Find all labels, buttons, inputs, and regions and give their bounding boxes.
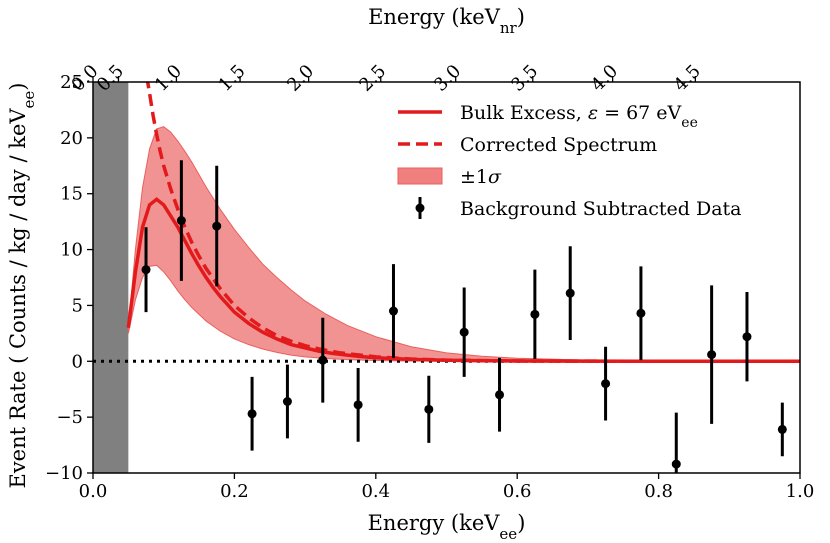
data-point-marker — [141, 265, 151, 275]
top-x-tick-label: 2.5 — [355, 61, 390, 96]
data-point — [636, 266, 646, 361]
y-tick-label: 15 — [60, 184, 83, 205]
plot-area — [93, 82, 800, 473]
data-point-marker — [601, 379, 611, 389]
data-point — [424, 375, 434, 443]
data-point-marker — [212, 221, 222, 231]
data-point — [388, 264, 398, 358]
top-x-tick-label: 1.5 — [214, 61, 249, 96]
data-point-marker — [495, 390, 505, 400]
legend-swatch-marker — [415, 203, 425, 213]
y-tick-label: 0 — [72, 351, 83, 372]
data-point-marker — [176, 216, 186, 226]
y-tick-label: 5 — [72, 295, 83, 316]
y-tick-label: 25 — [60, 72, 83, 93]
y-axis-title: Event Rate ( Counts / kg / day / keVee) — [6, 82, 38, 488]
data-point — [282, 364, 292, 439]
axis-labels: Energy (keVee) Energy (keVnr) Event Rate (… — [6, 5, 525, 543]
data-point-marker — [777, 424, 787, 434]
data-point-marker — [424, 404, 434, 414]
data-point-marker — [707, 350, 717, 360]
top-x-tick-label: 3.5 — [507, 61, 542, 96]
data-point — [777, 402, 787, 457]
legend-entry: Corrected Spectrum — [398, 134, 657, 156]
legend-label: ±1σ — [460, 166, 502, 188]
data-point-marker — [459, 327, 469, 337]
top-x-tick-label: 4.0 — [587, 61, 622, 96]
x-tick-label: 1.0 — [786, 481, 815, 502]
legend: Bulk Excess, ε = 67 eVee Corrected Spectr… — [397, 102, 742, 220]
legend-entry: Background Subtracted Data — [415, 197, 742, 220]
data-point — [707, 285, 717, 424]
data-point — [530, 269, 540, 360]
x-tick-label: 0.8 — [644, 481, 673, 502]
data-point-marker — [742, 332, 752, 342]
data-point-marker — [636, 308, 646, 318]
data-point-marker — [353, 400, 363, 410]
legend-entry: ±1σ — [397, 166, 502, 188]
data-point — [247, 376, 257, 451]
data-point — [459, 287, 469, 377]
y-tick-label: 20 — [60, 128, 83, 149]
legend-swatch-band — [397, 167, 443, 185]
data-point-marker — [282, 397, 292, 407]
top-x-tick-label: 2.0 — [283, 61, 318, 96]
plot-frame — [92, 81, 801, 474]
data-point — [671, 412, 681, 473]
data-point — [742, 292, 752, 382]
top-x-axis-title: Energy (keVnr) — [368, 5, 525, 37]
x-tick-label: 0.0 — [79, 481, 108, 502]
legend-entry: Bulk Excess, ε = 67 eVee — [398, 102, 698, 131]
sigma-band — [127, 126, 800, 362]
x-tick-label: 0.2 — [220, 481, 249, 502]
top-x-tick-label: 3.0 — [430, 61, 465, 96]
data-point — [495, 357, 505, 432]
top-x-tick-label: 4.5 — [670, 61, 705, 96]
data-point-marker — [247, 409, 257, 419]
data-point — [141, 227, 151, 313]
data-point-marker — [388, 306, 398, 316]
excluded-region — [93, 82, 129, 473]
x-tick-label: 0.4 — [361, 481, 390, 502]
data-point-marker — [565, 288, 575, 298]
data-point-marker — [671, 459, 681, 469]
data-point-marker — [318, 355, 328, 365]
legend-label: Corrected Spectrum — [460, 134, 657, 156]
y-tick-label: 10 — [60, 240, 83, 261]
legend-label: Bulk Excess, ε = 67 eVee — [460, 102, 698, 131]
data-point — [318, 317, 328, 403]
y-tick-label: −5 — [56, 407, 83, 428]
data-point — [212, 165, 222, 287]
y-tick-label: −10 — [45, 463, 83, 484]
data-point — [353, 367, 363, 442]
x-tick-label: 0.6 — [503, 481, 532, 502]
data-point — [601, 346, 611, 421]
data-point-marker — [530, 309, 540, 319]
legend-label: Background Subtracted Data — [460, 198, 742, 220]
data-point — [565, 246, 575, 341]
data-point — [176, 160, 186, 281]
x-axis-title: Energy (keVee) — [368, 511, 526, 543]
top-x-tick-label: 1.0 — [151, 61, 186, 96]
